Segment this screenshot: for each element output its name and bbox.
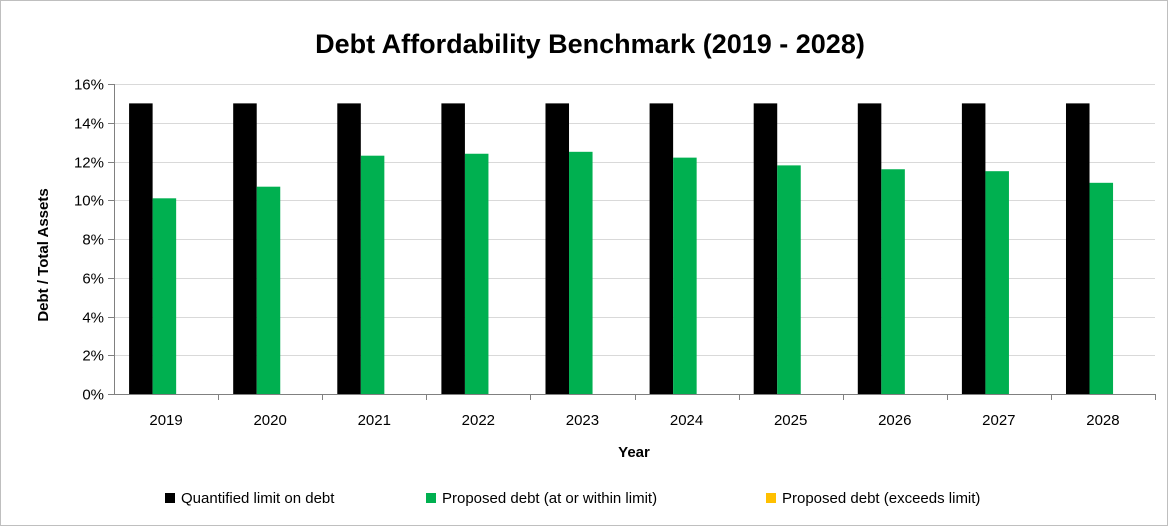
bar-proposed-within-2021 bbox=[360, 155, 385, 394]
x-tick-label: 2027 bbox=[982, 412, 1015, 429]
bar-proposed-within-2028 bbox=[1089, 182, 1114, 394]
bar-limit-2026 bbox=[857, 103, 882, 395]
y-tick-label: 10% bbox=[74, 193, 104, 210]
y-axis-ticks: 0% 2% 4% 6% 8% 10% 12% 14% 16% bbox=[74, 77, 114, 404]
y-tick-label: 2% bbox=[82, 348, 104, 365]
chart-title: Debt Affordability Benchmark (2019 - 202… bbox=[315, 29, 865, 59]
legend-swatch bbox=[766, 493, 776, 503]
y-tick-label: 14% bbox=[74, 116, 104, 133]
legend: Quantified limit on debt Proposed debt (a… bbox=[165, 490, 980, 507]
bar-proposed-within-2024 bbox=[673, 157, 697, 395]
y-tick-label: 0% bbox=[82, 387, 104, 404]
x-tick-label: 2025 bbox=[774, 412, 807, 429]
legend-label: Proposed debt (exceeds limit) bbox=[782, 490, 980, 507]
bar-limit-2023 bbox=[545, 103, 570, 395]
bar-limit-2027 bbox=[961, 103, 986, 395]
bar-limit-2020 bbox=[233, 103, 257, 395]
y-tick-label: 6% bbox=[82, 271, 104, 288]
legend-swatch bbox=[165, 493, 175, 503]
x-tick-label: 2023 bbox=[566, 412, 599, 429]
gridlines bbox=[114, 84, 1155, 356]
bar-proposed-within-2019 bbox=[152, 198, 177, 394]
bar-limit-2021 bbox=[337, 103, 361, 395]
x-tick-label: 2022 bbox=[462, 412, 495, 429]
x-tick-label: 2028 bbox=[1086, 412, 1119, 429]
bar-proposed-within-2027 bbox=[985, 171, 1009, 394]
legend-label: Quantified limit on debt bbox=[181, 490, 335, 507]
x-tick-label: 2026 bbox=[878, 412, 911, 429]
bar-limit-2022 bbox=[441, 103, 465, 395]
y-axis-title: Debt / Total Assets bbox=[35, 188, 52, 321]
y-tick-label: 12% bbox=[74, 155, 104, 172]
y-tick-label: 8% bbox=[82, 232, 104, 249]
x-tick-label: 2024 bbox=[670, 412, 703, 429]
legend-swatch bbox=[426, 493, 436, 503]
x-tick-label: 2020 bbox=[253, 412, 286, 429]
y-tick-label: 4% bbox=[82, 310, 104, 327]
bar-limit-2024 bbox=[649, 103, 674, 395]
bar-proposed-within-2025 bbox=[777, 165, 801, 394]
bar-limit-2028 bbox=[1065, 103, 1090, 395]
axes bbox=[114, 84, 1155, 395]
x-tick-label: 2021 bbox=[358, 412, 391, 429]
bar-proposed-within-2023 bbox=[569, 151, 593, 394]
bar-limit-2019 bbox=[129, 103, 153, 395]
x-axis-title: Year bbox=[618, 444, 650, 461]
legend-label: Proposed debt (at or within limit) bbox=[442, 490, 657, 507]
bars bbox=[129, 103, 1114, 395]
bar-proposed-within-2022 bbox=[464, 153, 489, 394]
y-tick-label: 16% bbox=[74, 77, 104, 94]
bar-proposed-within-2020 bbox=[256, 186, 281, 394]
x-axis-ticks: 2019 2020 2021 2022 2023 2024 2025 2026 2027 2028 bbox=[149, 394, 1156, 429]
x-tick-label: 2019 bbox=[149, 412, 182, 429]
bar-limit-2025 bbox=[753, 103, 778, 395]
bar-proposed-within-2026 bbox=[881, 169, 905, 394]
